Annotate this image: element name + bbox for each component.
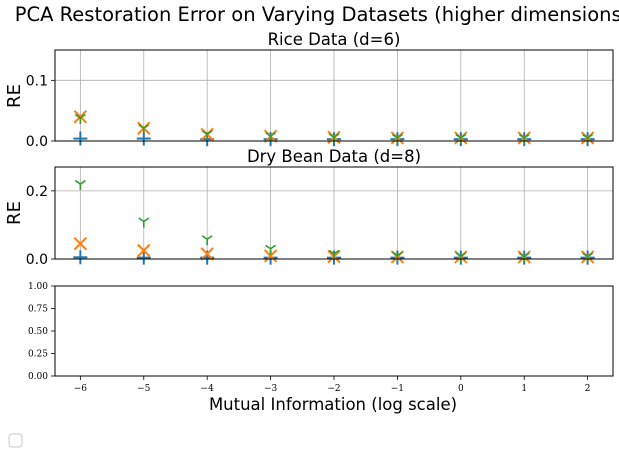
panel-rice-ylabel: RE: [4, 84, 25, 108]
point-s2-2-c: [206, 130, 213, 135]
point-s2-0: [74, 113, 86, 124]
point-s1-0: [73, 110, 88, 124]
xtick-label-2: −4: [201, 384, 215, 394]
xtick-label-3: −3: [264, 384, 278, 394]
ytick-label-1: 0.25: [28, 350, 48, 360]
point-s2-7-c: [523, 252, 530, 258]
point-s2-2: [201, 130, 213, 141]
point-s2-3: [265, 244, 277, 255]
xtick-label-5: −1: [391, 384, 404, 394]
panel-empty-yticks: 0.00 0.25 0.50 0.75 1.00: [28, 282, 55, 382]
point-s2-2: [201, 235, 213, 246]
panel-rice-frame: [54, 49, 614, 142]
point-s2-3-b: [265, 244, 272, 250]
panel-drybean-frame: [54, 166, 614, 260]
point-s2-0-c: [79, 179, 86, 185]
point-s2-5-b: [391, 133, 398, 139]
point-s2-5-b: [391, 251, 398, 257]
panel-rice: Rice Data (d=6) RE 0.0 0.1: [4, 30, 614, 150]
point-s2-6-c: [460, 133, 467, 139]
point-s1-2-b: [200, 247, 214, 261]
ytick-label-4: 1.00: [28, 282, 48, 292]
point-s2-7-b: [518, 252, 525, 258]
xtick-label-0: −6: [74, 384, 88, 394]
point-s2-2-c: [206, 235, 213, 240]
point-s2-8-c: [587, 252, 594, 258]
ytick-label-0: 0.0: [26, 252, 48, 268]
point-s2-1-b: [138, 124, 145, 129]
panel-drybean: Dry Bean Data (d=8) RE 0.0 0.2: [4, 147, 614, 268]
point-s0-0: [73, 131, 88, 146]
ytick-label-0: 0.0: [26, 134, 48, 150]
point-s2-8: [582, 252, 594, 263]
point-s2-1: [138, 217, 150, 228]
panel-rice-title: Rice Data (d=6): [268, 30, 401, 49]
point-s2-0-b: [74, 113, 81, 119]
point-s2-0-c: [79, 113, 86, 119]
point-s2-1-c: [143, 217, 150, 223]
point-s2-7: [518, 252, 530, 263]
point-s2-0: [74, 179, 86, 191]
point-s2-8-b: [582, 252, 589, 258]
point-s2-7-b: [518, 133, 525, 139]
panel-rice-yticks: 0.0 0.1: [26, 73, 55, 150]
panel-empty-frame: [54, 285, 614, 377]
xtick-label-7: 1: [521, 384, 527, 394]
point-s2-2-b: [201, 130, 208, 135]
point-s1-1-b: [137, 243, 151, 258]
point-s1-0: [73, 236, 88, 251]
point-s2-3-c: [270, 244, 277, 250]
point-s2-2-b: [201, 235, 208, 240]
point-s1-3: [263, 249, 278, 263]
panel-empty: 0.00 0.25 0.50 0.75 1.00 −6 −5 −4 −3 −2 −1 0 1 2: [28, 282, 614, 394]
point-s2-1: [138, 124, 150, 135]
ytick-label-1: 0.2: [26, 184, 48, 200]
panel-rice-grid: [55, 50, 613, 142]
point-s2-0-b: [74, 179, 81, 185]
figure-title: PCA Restoration Error on Varying Dataset…: [15, 3, 619, 26]
ytick-label-3: 0.75: [28, 305, 48, 315]
point-s2-3-b: [265, 131, 272, 137]
point-s1-1: [137, 243, 151, 258]
point-s2-6-c: [460, 252, 467, 257]
point-s2-8-c: [587, 133, 594, 139]
panel-drybean-title: Dry Bean Data (d=8): [247, 147, 421, 166]
point-s0-1: [136, 250, 151, 265]
panel-empty-xticks: −6 −5 −4 −3 −2 −1 0 1 2: [74, 376, 591, 394]
shared-xlabel: Mutual Information (log scale): [209, 395, 457, 414]
xtick-label-8: 2: [585, 384, 591, 394]
ytick-label-0: 0.00: [28, 372, 48, 382]
xtick-label-4: −2: [327, 384, 340, 394]
point-s1-0-b: [73, 110, 88, 124]
panel-rice-points: [73, 110, 595, 147]
point-s2-4: [328, 133, 340, 144]
xtick-label-6: 0: [458, 384, 464, 394]
point-s1-0-b: [73, 236, 88, 251]
point-s2-5-c: [396, 133, 403, 139]
point-s2-4-c: [333, 249, 340, 255]
legend-checkbox[interactable]: [8, 433, 23, 448]
ytick-label-2: 0.50: [28, 327, 48, 337]
ytick-label-1: 0.1: [26, 73, 48, 89]
point-s0-0: [73, 250, 88, 265]
point-s2-4-b: [328, 249, 335, 255]
point-s2-6-b: [455, 133, 462, 139]
point-s1-3-b: [263, 249, 278, 263]
panel-drybean-yticks: 0.0 0.2: [26, 184, 55, 268]
point-s1-2: [200, 247, 214, 261]
point-s2-5-c: [396, 251, 403, 257]
point-s2-4-c: [333, 133, 340, 139]
panel-drybean-points: [73, 179, 595, 265]
point-s2-4-b: [328, 133, 335, 139]
xtick-label-1: −5: [137, 384, 151, 394]
point-s2-1-b: [138, 217, 145, 223]
panel-drybean-ylabel: RE: [4, 201, 25, 225]
point-s2-8-b: [582, 133, 589, 139]
point-s2-3-c: [270, 131, 277, 137]
point-s2-6-b: [455, 252, 462, 257]
point-s2-1-c: [143, 124, 150, 129]
point-s2-7-c: [523, 133, 530, 139]
